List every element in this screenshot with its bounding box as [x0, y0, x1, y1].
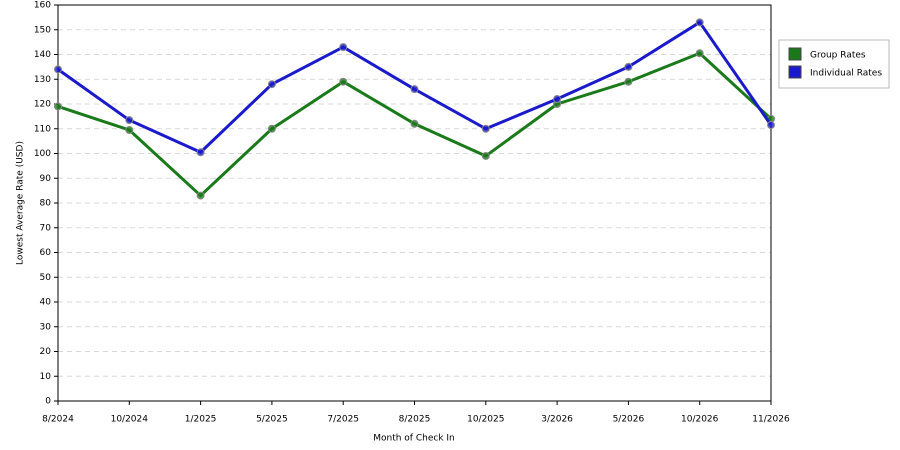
data-point [624, 62, 633, 71]
legend-label: Individual Rates [810, 69, 882, 79]
y-tick-label: 100 [34, 149, 51, 159]
x-tick-label: 11/2026 [752, 415, 790, 425]
data-point [695, 18, 704, 27]
x-tick-label: 5/2026 [613, 415, 645, 425]
y-tick-label: 90 [40, 174, 52, 184]
x-tick-label: 8/2024 [42, 415, 74, 425]
y-tick-label: 150 [34, 25, 51, 35]
legend-swatch [788, 47, 802, 61]
y-tick-label: 70 [40, 223, 52, 233]
x-axis-label: Month of Check In [373, 434, 455, 444]
legend-box [778, 39, 890, 89]
data-point [481, 124, 490, 133]
data-point [196, 191, 205, 200]
y-tick-label: 60 [40, 248, 52, 258]
x-tick-label: 7/2025 [327, 415, 359, 425]
data-point [553, 95, 562, 104]
y-tick-label: 0 [45, 397, 51, 407]
data-point [54, 102, 62, 111]
y-tick-label: 130 [34, 75, 51, 85]
data-point [267, 124, 276, 133]
y-tick-label: 80 [40, 199, 52, 209]
data-point [695, 49, 704, 58]
x-tick-label: 8/2025 [399, 415, 431, 425]
x-tick-label: 10/2024 [111, 415, 149, 425]
data-point [410, 119, 419, 128]
data-point [767, 121, 775, 130]
y-tick-label: 160 [34, 1, 51, 11]
data-point [125, 125, 134, 134]
x-tick-label: 3/2026 [541, 415, 573, 425]
data-point [267, 80, 276, 89]
legend-label: Group Rates [810, 51, 866, 61]
data-point [410, 85, 419, 94]
y-tick-label: 40 [40, 298, 52, 308]
y-axis-label: Lowest Average Rate (USD) [16, 141, 26, 265]
y-tick-label: 50 [40, 273, 52, 283]
plot-frame [57, 4, 772, 402]
data-point [339, 77, 348, 86]
legend: Group Rates Individual Rates [778, 39, 890, 89]
data-point [481, 151, 490, 160]
data-point [125, 116, 134, 125]
x-tick-label: 10/2025 [467, 415, 504, 425]
x-tick-label: 5/2025 [256, 415, 288, 425]
y-tick-label: 30 [40, 322, 52, 332]
x-tick-label: 1/2025 [185, 415, 217, 425]
y-tick-label: 110 [34, 124, 51, 134]
y-tick-label: 10 [40, 372, 52, 382]
data-point [339, 43, 348, 52]
data-point [624, 77, 633, 86]
legend-swatch [788, 65, 802, 79]
y-tick-label: 120 [34, 100, 51, 110]
data-point [54, 65, 62, 74]
data-point [196, 148, 205, 157]
y-tick-label: 140 [34, 50, 51, 60]
x-tick-label: 10/2026 [681, 415, 719, 425]
y-tick-label: 20 [40, 347, 52, 357]
